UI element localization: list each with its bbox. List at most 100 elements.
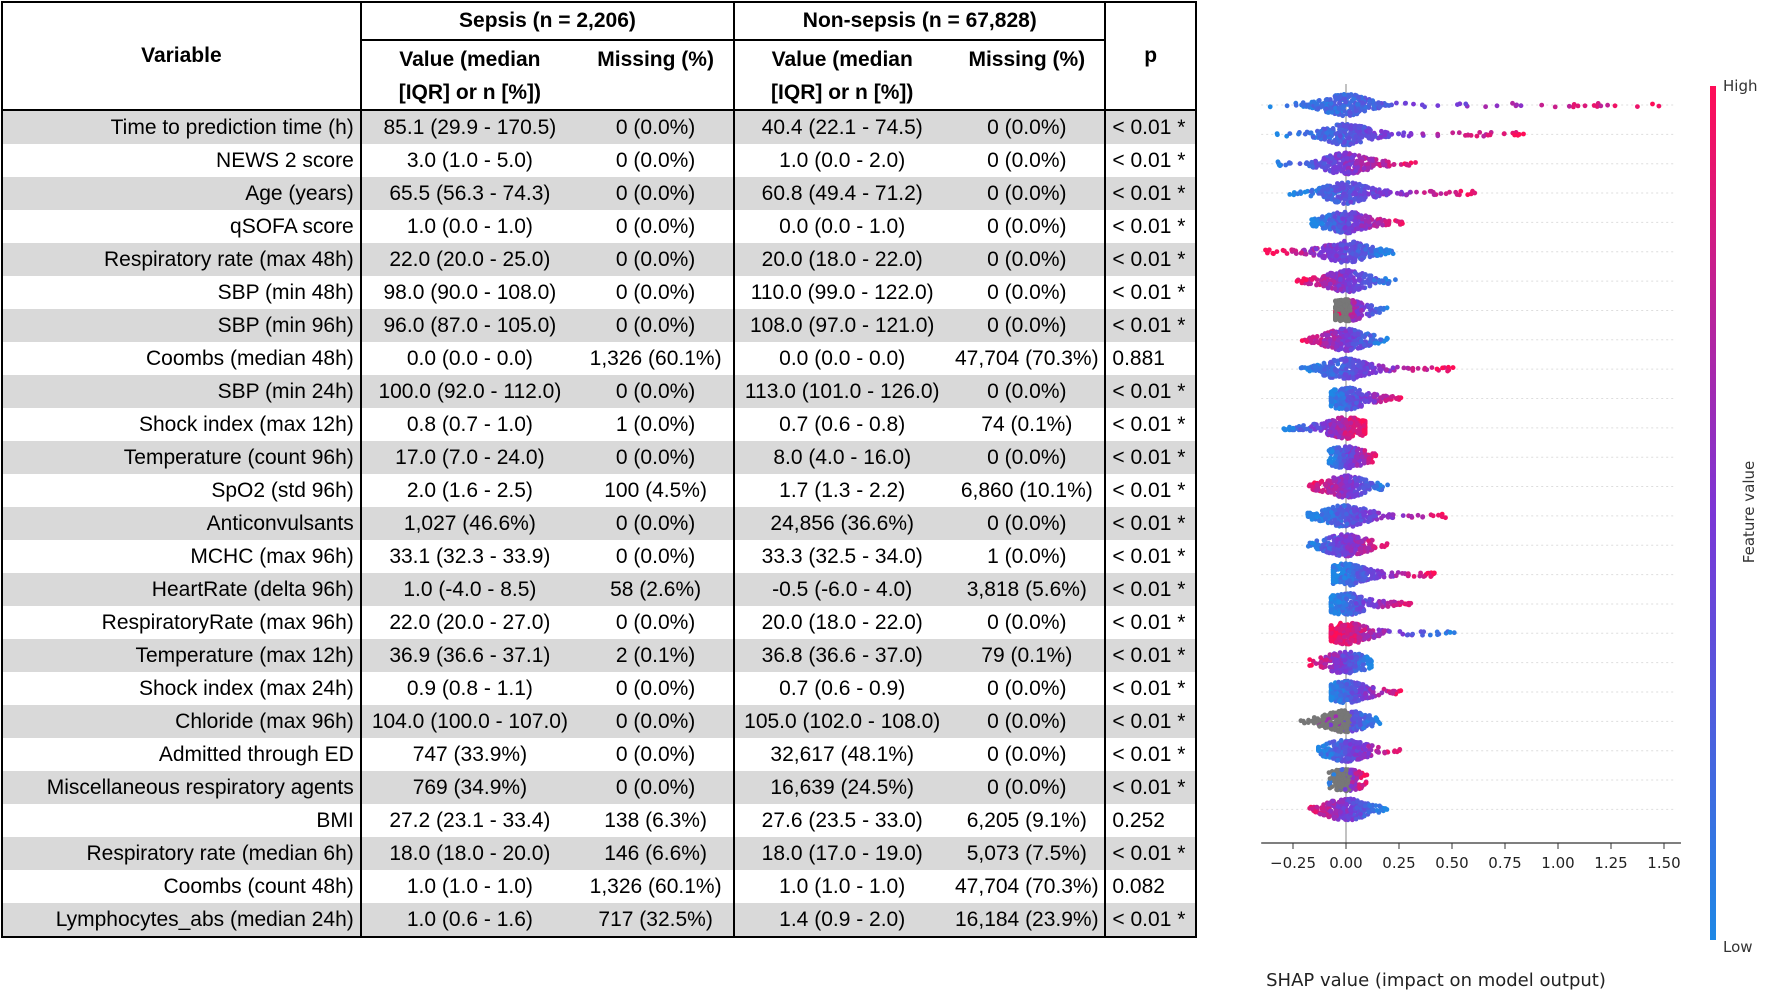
shap-point <box>1360 100 1365 106</box>
shap-point <box>1346 269 1352 275</box>
shap-point <box>1339 461 1344 467</box>
shap-point <box>1341 493 1347 498</box>
shap-point <box>1391 603 1397 609</box>
p-value-cell: < 0.01 * <box>1105 771 1197 804</box>
shap-point <box>1352 508 1357 514</box>
shap-point <box>1450 130 1456 136</box>
shap-point <box>1340 105 1346 111</box>
table-row: Respiratory rate (median 6h) 18.0 (18.0 -… <box>1 837 1197 870</box>
shap-point <box>1308 250 1314 256</box>
shap-point <box>1349 397 1354 402</box>
shap-point <box>1390 512 1395 517</box>
shap-point <box>1333 312 1338 317</box>
shap-point <box>1313 246 1319 252</box>
sepsis-value-cell: 2.0 (1.6 - 2.5) <box>406 479 533 502</box>
shap-point <box>1391 162 1397 168</box>
p-value-cell: < 0.01 * <box>1105 441 1197 474</box>
shap-point <box>1338 276 1343 282</box>
shap-point <box>1373 157 1379 162</box>
shap-point <box>1440 365 1445 371</box>
shap-point <box>1347 578 1352 583</box>
shap-point <box>1334 511 1340 517</box>
sepsis-missing-cell: 1,326 (60.1%) <box>578 342 736 375</box>
shap-point <box>1453 189 1459 195</box>
shap-point <box>1330 125 1336 131</box>
nonsepsis-missing-cell: 0 (0.0%) <box>949 606 1107 639</box>
variable-cell: SBP (min 48h) <box>1 276 362 309</box>
variable-cell: RespiratoryRate (max 96h) <box>1 606 362 639</box>
sepsis-value-cell: 18.0 (18.0 - 20.0) <box>360 837 579 870</box>
shap-point <box>1363 247 1368 252</box>
shap-point <box>1330 504 1336 510</box>
sepsis-missing-cell: 0 (0.0%) <box>578 243 736 276</box>
shap-point <box>1327 97 1333 102</box>
shap-point <box>1338 129 1343 135</box>
shap-point <box>1360 360 1366 366</box>
shap-point <box>1326 139 1332 144</box>
shap-point <box>1346 610 1351 616</box>
shap-point <box>1322 280 1327 285</box>
shap-point <box>1325 221 1331 226</box>
shap-point <box>1341 257 1346 263</box>
shap-point <box>1346 538 1351 543</box>
shap-point <box>1419 102 1425 108</box>
shap-point <box>1343 99 1349 105</box>
shap-point <box>1415 366 1421 371</box>
p-value-cell: < 0.01 * <box>1105 144 1197 177</box>
shap-point <box>1364 184 1369 190</box>
shap-point <box>1353 601 1359 606</box>
shap-point <box>1320 489 1325 495</box>
shap-point <box>1346 226 1352 232</box>
shap-point <box>1367 254 1373 260</box>
shap-point <box>1422 366 1427 372</box>
shap-point <box>1299 365 1305 370</box>
shap-point <box>1594 104 1600 109</box>
nonsepsis-value-cell: 1.0 (1.0 - 1.0) <box>779 875 906 898</box>
sepsis-value-cell: 36.9 (36.6 - 37.1) <box>360 639 579 672</box>
shap-point <box>1347 254 1353 260</box>
beeswarm-row <box>1275 150 1418 177</box>
shap-point <box>1350 520 1356 525</box>
shap-point <box>1366 569 1372 574</box>
shap-point <box>1342 359 1347 364</box>
shap-point <box>1344 407 1349 412</box>
shap-point <box>1353 252 1359 257</box>
nonsepsis-value-cell: 1.4 (0.9 - 2.0) <box>734 903 950 938</box>
nonsepsis-missing-cell: 0 (0.0%) <box>949 243 1107 276</box>
shap-point <box>1372 391 1377 397</box>
table-row: Miscellaneous respiratory agents 769 (34.… <box>1 771 1197 804</box>
shap-point <box>1447 189 1452 195</box>
shap-point <box>1299 338 1305 343</box>
shap-point <box>1349 314 1355 320</box>
shap-point <box>1385 336 1390 341</box>
shap-point <box>1402 101 1408 106</box>
shap-point <box>1332 199 1338 205</box>
shap-point <box>1367 333 1373 339</box>
beeswarm-row <box>1281 415 1368 441</box>
shap-point <box>1337 139 1343 144</box>
table-row: MCHC (max 96h) 33.1 (32.3 - 33.9) 0 (0.0%)… <box>1 540 1197 573</box>
shap-point <box>1406 366 1412 371</box>
shap-point <box>1322 373 1328 378</box>
shap-point <box>1400 513 1406 518</box>
shap-point <box>1405 571 1411 577</box>
p-value-cell: < 0.01 * <box>1105 639 1197 672</box>
shap-point <box>1325 285 1331 291</box>
shap-point <box>1336 123 1342 129</box>
shap-point <box>1274 249 1280 255</box>
shap-point <box>1342 297 1348 303</box>
sepsis-missing-cell: 0 (0.0%) <box>578 705 736 738</box>
shap-point <box>1342 550 1348 556</box>
beeswarm-row <box>1328 385 1404 412</box>
shap-point <box>1434 366 1440 372</box>
table-row: RespiratoryRate (max 96h) 22.0 (20.0 - 27… <box>1 606 1197 639</box>
sepsis-missing-cell: 0 (0.0%) <box>578 540 736 573</box>
shap-point <box>1329 399 1335 405</box>
variable-cell: Shock index (max 24h) <box>1 672 362 705</box>
shap-point <box>1308 189 1314 194</box>
shap-point <box>1355 430 1361 436</box>
shap-point <box>1308 130 1314 136</box>
shap-point <box>1348 604 1353 610</box>
shap-point <box>1322 134 1328 140</box>
sepsis-value-cell: 27.2 (23.1 - 33.4) <box>389 809 551 832</box>
